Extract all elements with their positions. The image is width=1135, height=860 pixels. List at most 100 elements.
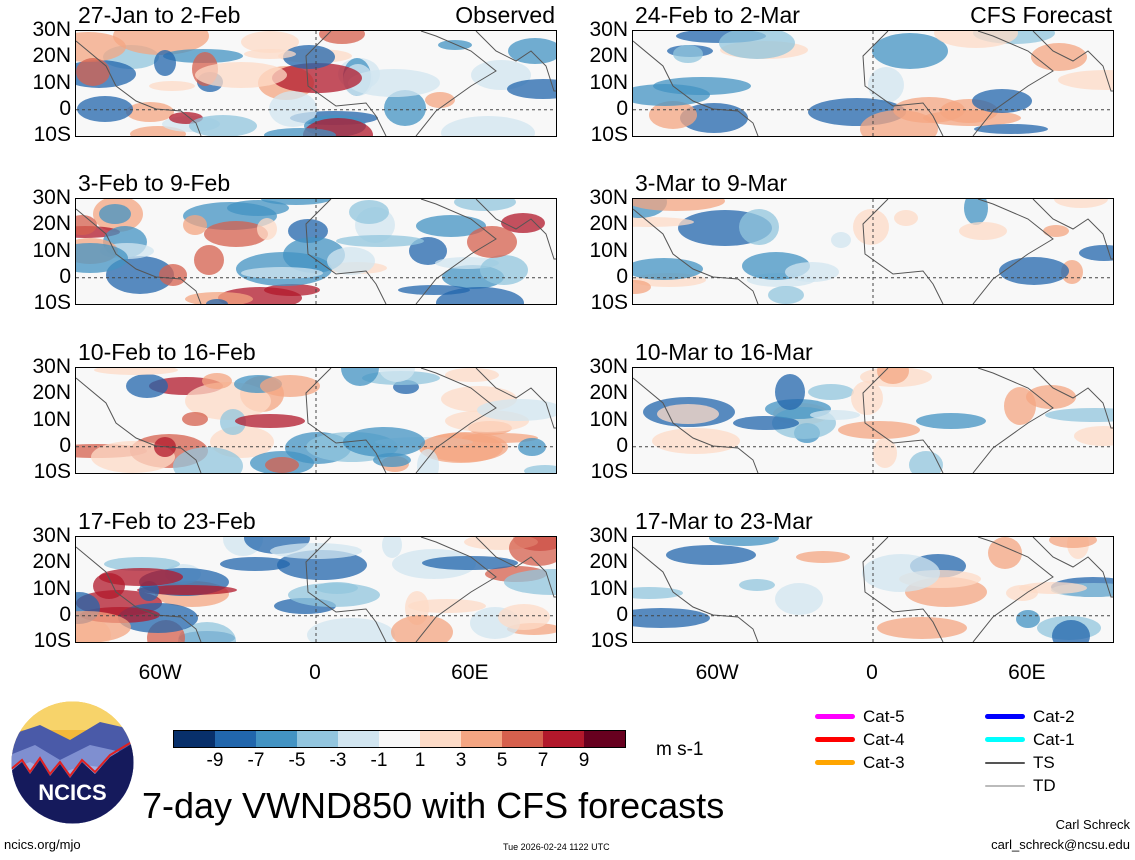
colorbar-swatch	[297, 731, 338, 747]
lat-label: 20N	[589, 550, 628, 574]
wind-anomaly-blob	[666, 545, 756, 565]
colorbar-swatch	[256, 731, 297, 747]
wind-anomaly-blob	[182, 412, 208, 426]
coastline-americas	[633, 208, 759, 304]
storm-legend-item: Cat-3	[815, 751, 905, 774]
colorbar-swatch	[502, 731, 543, 747]
wind-anomaly-blob	[195, 62, 287, 88]
legend-label: Cat-4	[863, 729, 905, 749]
wind-anomaly-blob	[507, 79, 556, 99]
wind-anomaly-blob	[796, 551, 850, 563]
wind-anomaly-blob	[719, 31, 795, 59]
wind-anomaly-blob	[1049, 537, 1097, 548]
wind-anomaly-blob	[343, 427, 425, 457]
legend-label: TS	[1033, 752, 1055, 772]
lat-label: 20N	[32, 381, 71, 405]
panel-title: 24-Feb to 2-Mar	[635, 2, 800, 28]
wind-anomaly-blob	[264, 128, 336, 136]
wind-anomaly-blob	[349, 200, 389, 224]
coastline-africa	[305, 31, 497, 136]
coastline-africa	[862, 537, 1054, 642]
wind-anomaly-blob	[853, 209, 889, 245]
lat-label: 10N	[589, 70, 628, 94]
wind-anomaly-blob	[113, 31, 209, 55]
lat-label: 10N	[32, 407, 71, 431]
wind-anomaly-blob	[77, 96, 133, 122]
lat-label: 10N	[32, 238, 71, 262]
wind-anomaly-blob	[454, 199, 516, 211]
panel-title: 17-Mar to 23-Mar	[635, 508, 813, 534]
lat-label: 10N	[589, 238, 628, 262]
legend-line-icon	[985, 714, 1025, 719]
legend-line-icon	[815, 737, 855, 742]
legend-line-icon	[985, 784, 1025, 787]
vwnd-map-panel	[632, 367, 1114, 474]
wind-anomaly-blob	[775, 374, 805, 410]
lat-label: 10N	[589, 576, 628, 600]
storm-legend-item: TS	[985, 751, 1075, 774]
footer-url[interactable]: ncics.org/mjo	[4, 837, 81, 852]
wind-anomaly-blob	[288, 219, 328, 243]
footer-email[interactable]: carl_schreck@ncsu.edu	[991, 837, 1130, 852]
coastline-arabia-india	[1032, 199, 1113, 260]
coastline-arabia-india	[475, 199, 556, 260]
storm-legend-item: Cat-2	[985, 705, 1075, 728]
lat-label: 0	[59, 602, 71, 626]
wind-anomaly-blob	[417, 449, 439, 473]
wind-anomaly-blob	[283, 45, 335, 69]
wind-anomaly-blob	[894, 210, 918, 226]
lat-label: 10S	[590, 629, 628, 652]
wind-anomaly-blob	[220, 557, 290, 571]
wind-anomaly-blob	[137, 585, 237, 595]
wind-anomaly-blob	[76, 243, 128, 273]
lat-label: 10S	[33, 460, 71, 483]
wind-anomaly-blob	[126, 102, 174, 122]
coastline-africa	[862, 31, 1054, 136]
wind-anomaly-blob	[988, 537, 1022, 569]
wind-anomaly-blob	[508, 38, 556, 64]
wind-anomaly-blob	[916, 413, 986, 429]
wind-anomaly-blob	[1016, 610, 1040, 628]
wind-anomaly-blob	[733, 416, 799, 430]
panel-title: 27-Jan to 2-Feb	[78, 2, 241, 28]
wind-anomaly-blob	[504, 569, 556, 595]
wind-anomaly-blob	[76, 611, 131, 642]
lat-label: 20N	[32, 550, 71, 574]
wind-anomaly-blob	[99, 204, 131, 224]
figure-title: 7-day VWND850 with CFS forecasts	[142, 785, 725, 826]
vwnd-map-panel	[75, 367, 557, 474]
colorbar-swatch	[543, 731, 584, 747]
lat-label: 20N	[32, 212, 71, 236]
wind-anomaly-blob	[149, 81, 195, 91]
lat-label: 20N	[589, 381, 628, 405]
vwnd-map-panel	[632, 536, 1114, 643]
colorbar-tick-label: -5	[288, 750, 306, 771]
wind-anomaly-blob	[409, 237, 447, 265]
coastline-americas	[76, 377, 202, 473]
wind-anomaly-blob	[76, 215, 97, 235]
wind-anomaly-blob	[633, 587, 683, 599]
lat-label: 0	[616, 602, 628, 626]
wind-anomaly-blob	[964, 199, 988, 225]
wind-anomaly-blob	[524, 465, 556, 473]
colorbar-tick-label: 5	[496, 750, 508, 771]
wind-anomaly-blob	[851, 381, 883, 415]
legend-label: Cat-5	[863, 706, 905, 726]
wind-anomaly-blob	[657, 404, 719, 424]
wind-anomaly-blob	[379, 368, 415, 382]
lat-label: 30N	[32, 186, 71, 209]
lat-label: 10N	[589, 407, 628, 431]
lat-label: 10S	[33, 291, 71, 314]
wind-anomaly-blob	[652, 428, 740, 454]
coastline-americas	[76, 208, 202, 304]
colorbar-tick-label: 1	[414, 750, 426, 771]
wind-anomaly-blob	[269, 91, 317, 127]
lat-label: 10S	[590, 291, 628, 314]
wind-anomaly-blob	[1058, 70, 1113, 90]
lat-label: 0	[616, 433, 628, 457]
vwnd-map-panel	[632, 198, 1114, 305]
wind-anomaly-blob	[877, 368, 909, 384]
wind-anomaly-blob	[202, 373, 232, 389]
wind-anomaly-blob	[139, 581, 159, 601]
vwnd-map-panel	[75, 30, 557, 137]
